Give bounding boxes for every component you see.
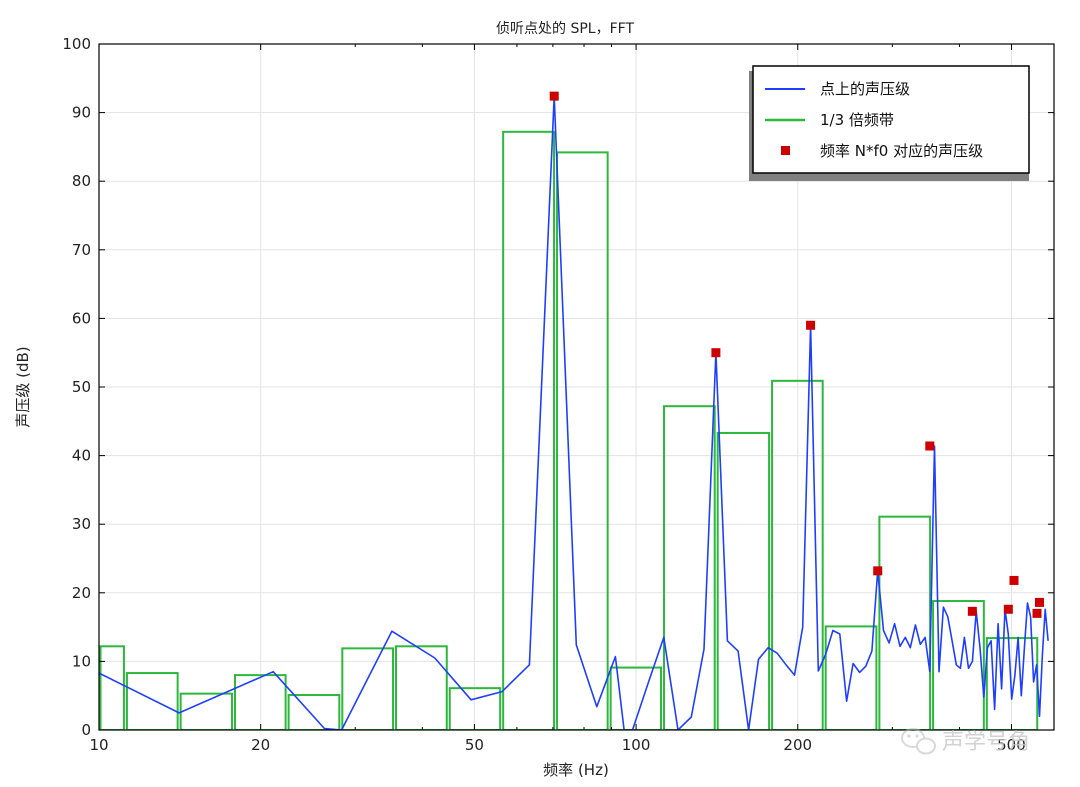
- harmonic-marker: [806, 320, 816, 330]
- band-bar: [99, 645, 125, 730]
- spl-polyline: [99, 95, 1049, 730]
- band-bar: [878, 515, 932, 730]
- band-bar: [395, 645, 448, 730]
- harmonic-marker: [711, 348, 721, 358]
- band-bar: [287, 694, 341, 730]
- x-axis-label: 频率 (Hz): [543, 761, 609, 779]
- y-tick-label: 40: [72, 447, 91, 465]
- x-tick-labels: 10 20 50 100 200 500: [89, 736, 1025, 754]
- chart-title: 侦听点处的 SPL，FFT: [496, 21, 634, 37]
- band-bar: [179, 692, 233, 730]
- band-bar: [502, 130, 556, 730]
- y-tick-label: 50: [72, 378, 91, 396]
- y-tick-label: 90: [72, 104, 91, 122]
- x-tick-label: 500: [997, 736, 1026, 754]
- legend-label-line: 点上的声压级: [820, 80, 910, 98]
- wechat-icon: [901, 728, 936, 755]
- band-bar: [985, 637, 1039, 730]
- band-bars: [99, 130, 1039, 730]
- band-bar: [556, 151, 609, 730]
- y-tick-label: 10: [72, 652, 91, 670]
- watermark: 声学号角: [901, 728, 1030, 755]
- y-tick-label: 60: [72, 309, 91, 327]
- x-tick-label: 100: [622, 736, 651, 754]
- harmonic-marker: [873, 566, 883, 576]
- axes-frame: [98, 43, 1055, 731]
- y-tick-label: 80: [72, 172, 91, 190]
- x-tick-label: 50: [465, 736, 484, 754]
- spl-line: [99, 95, 1049, 730]
- y-tick-label: 100: [62, 35, 91, 53]
- x-tick-label: 20: [251, 736, 270, 754]
- y-tick-labels: 0 10 20 30 40 50 60 70 80 90 100: [62, 35, 91, 739]
- legend-label-bars: 1/3 倍频带: [820, 111, 894, 129]
- band-bar: [824, 625, 878, 730]
- x-tick-label: 200: [783, 736, 812, 754]
- x-tick-label: 10: [89, 736, 108, 754]
- harmonic-marker: [549, 91, 559, 101]
- band-bar: [125, 672, 179, 730]
- band-bar: [341, 647, 395, 730]
- y-tick-label: 70: [72, 241, 91, 259]
- harmonic-marker: [1034, 597, 1044, 607]
- y-tick-label: 30: [72, 515, 91, 533]
- harmonic-markers: [549, 91, 1044, 618]
- band-bar: [663, 405, 716, 730]
- legend-swatch-markers: [781, 146, 790, 155]
- harmonic-marker: [925, 441, 935, 451]
- harmonic-marker: [967, 606, 977, 616]
- y-axis-label: 声压级 (dB): [14, 346, 32, 427]
- harmonic-marker: [1009, 575, 1019, 585]
- harmonic-marker: [1032, 608, 1042, 618]
- legend-label-markers: 频率 N*f0 对应的声压级: [820, 142, 983, 160]
- legend: 点上的声压级 1/3 倍频带 频率 N*f0 对应的声压级: [749, 65, 1030, 181]
- y-tick-label: 0: [81, 721, 91, 739]
- watermark-text: 声学号角: [942, 730, 1030, 755]
- band-bar: [716, 431, 771, 730]
- y-tick-label: 20: [72, 584, 91, 602]
- harmonic-marker: [1003, 604, 1013, 614]
- band-bar: [771, 379, 824, 730]
